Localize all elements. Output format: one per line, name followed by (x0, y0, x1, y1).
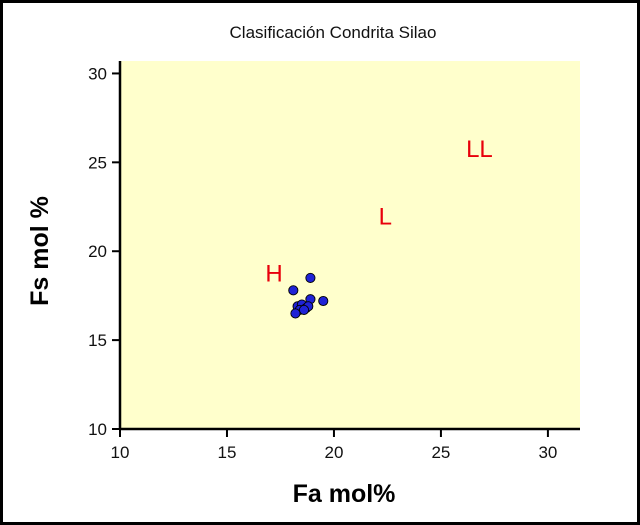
y-tick-label: 30 (88, 64, 107, 83)
data-point (305, 272, 316, 283)
y-axis-ticks: 10 15 20 25 30 (88, 64, 120, 439)
x-tick-label: 10 (111, 443, 130, 462)
region-label-l: L (379, 204, 392, 231)
data-points (288, 272, 329, 319)
region-label-h: H (265, 260, 282, 287)
y-tick-label: 10 (88, 420, 107, 439)
y-axis-title: Fs mol % (26, 196, 54, 306)
data-point (318, 295, 329, 307)
x-tick-label: 30 (538, 443, 557, 462)
data-point (298, 304, 310, 315)
region-label-ll: LL (466, 136, 493, 163)
y-tick-label: 25 (88, 153, 107, 172)
x-tick-label: 25 (431, 443, 450, 462)
data-point (290, 308, 301, 319)
x-axis-ticks: 10 15 20 25 30 (111, 429, 557, 462)
chart-frame: Clasificación Condrita Silao H L LL 10 15 20… (3, 3, 637, 522)
data-point (288, 285, 299, 296)
y-tick-label: 15 (88, 331, 107, 350)
x-tick-label: 15 (218, 443, 237, 462)
x-tick-label: 20 (324, 443, 343, 462)
y-tick-label: 20 (88, 242, 107, 261)
chart-title: Clasificación Condrita Silao (230, 23, 437, 42)
x-axis-title: Fa mol% (293, 480, 396, 508)
plot-area (120, 61, 580, 429)
